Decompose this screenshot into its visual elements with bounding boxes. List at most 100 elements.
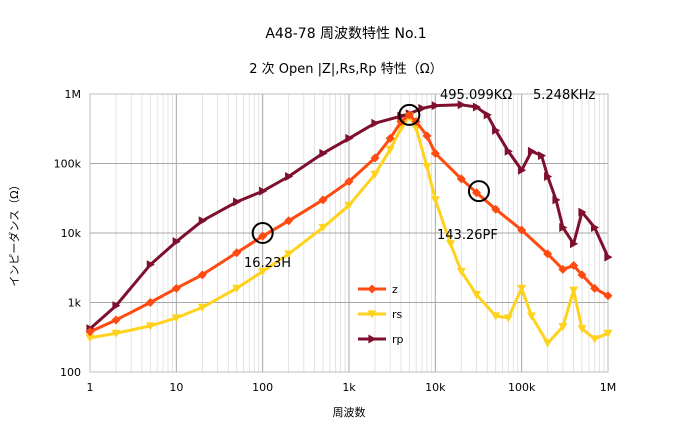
data-point-rs [456,267,466,276]
y-tick-label: 100 [60,366,81,379]
data-point-rp [492,125,501,135]
data-point-rp [604,252,613,262]
data-point-z [404,110,414,120]
x-tick-label: 1M [600,381,617,394]
data-point-rs [472,290,482,300]
data-point-rp [285,172,294,182]
data-point-z [111,315,121,325]
data-point-rp [418,103,427,113]
data-point-rs [370,170,380,179]
data-point-rp [544,172,553,182]
data-point-rs [85,334,95,343]
data-point-rp [570,239,579,249]
data-point-rs [232,284,242,293]
y-tick-label: 10k [61,227,82,240]
data-point-rp [233,197,242,207]
legend: z rs rp [358,283,404,346]
data-point-rp [259,186,268,196]
data-point-rs [344,201,354,210]
x-tick-label: 10 [169,381,183,394]
data-point-z [232,248,242,258]
data-point-rp [457,100,466,110]
annotation-frequency: 5.248KHz [533,88,596,103]
legend-label: rs [392,308,403,321]
x-tick-label: 100k [508,381,536,394]
data-point-z [284,216,294,226]
data-point-rs [558,323,568,332]
highlight-circle [398,103,421,126]
legend-label: rp [392,333,404,346]
data-point-rs [318,223,328,232]
legend-label: z [392,283,398,296]
chart-subtitle: 2 次 Open |Z|,Rs,Rp 特性（Ω） [249,61,442,77]
data-point-rp [578,207,587,217]
data-point-rs [145,322,155,331]
data-point-rs [491,312,501,321]
data-point-rs [517,284,527,293]
data-point-rs [527,312,537,321]
data-point-rp [319,148,328,158]
data-point-z [472,188,482,198]
plot-area-border [89,93,609,373]
data-point-rs [503,314,513,323]
data-point-rp [559,222,568,232]
data-point-rs [422,163,432,172]
data-point-rs [569,286,579,295]
data-point-z [517,225,527,235]
data-point-rs [197,303,207,312]
x-tick-label: 100 [252,381,273,394]
data-point-z [558,264,568,274]
data-point-rp [371,118,380,128]
data-point-z [569,261,579,271]
x-tick-label: 10k [425,381,446,394]
data-point-z [491,204,501,214]
circle-markers [251,103,490,244]
data-point-rp [552,195,561,205]
data-point-z [171,283,181,293]
data-point-rp [172,237,181,247]
legend-item-z: z [358,283,398,296]
legend-swatch-marker [367,284,377,294]
data-point-rp [504,146,513,156]
data-point-rp [146,260,155,270]
data-point-rp [431,101,440,111]
legend-swatch-marker [368,334,377,344]
data-point-z [422,131,432,141]
annotation-impedance: 495.099KΩ [440,88,512,103]
data-point-rp [591,222,600,232]
data-point-rp [527,146,537,156]
legend-swatch-marker [367,310,377,319]
highlight-circle [467,180,490,203]
y-axis-label: インピーダンス（Ω） [7,179,21,286]
data-point-z [85,327,95,337]
annotation-inductance: 16.23H [244,256,291,271]
highlight-circle [251,222,274,244]
data-point-z [344,177,354,187]
data-point-rp [198,216,207,226]
data-point-z [258,231,268,241]
data-point-z [430,148,440,158]
x-tick-label: 1 [87,381,94,394]
data-point-z [603,291,613,301]
data-point-rs [171,314,181,323]
data-point-z [370,153,380,163]
annotation-capacitance: 143.26PF [437,228,498,243]
data-point-rp [483,110,492,120]
data-point-z [543,249,553,259]
data-point-z [577,270,587,280]
grid [89,93,609,373]
y-tick-label: 1k [68,297,82,310]
legend-item-rs: rs [358,308,403,321]
data-point-rp [472,102,482,112]
chart-title: A48-78 周波数特性 No.1 [265,26,426,42]
data-point-rs [284,250,294,259]
data-point-rs [603,329,613,338]
data-point-rs [258,267,268,276]
data-point-rs [446,240,456,249]
data-point-rs [543,339,553,348]
series-line-rp [89,103,610,330]
data-point-z [197,270,207,280]
data-point-z [385,133,395,143]
data-point-z [145,298,155,307]
data-point-z [590,283,600,293]
